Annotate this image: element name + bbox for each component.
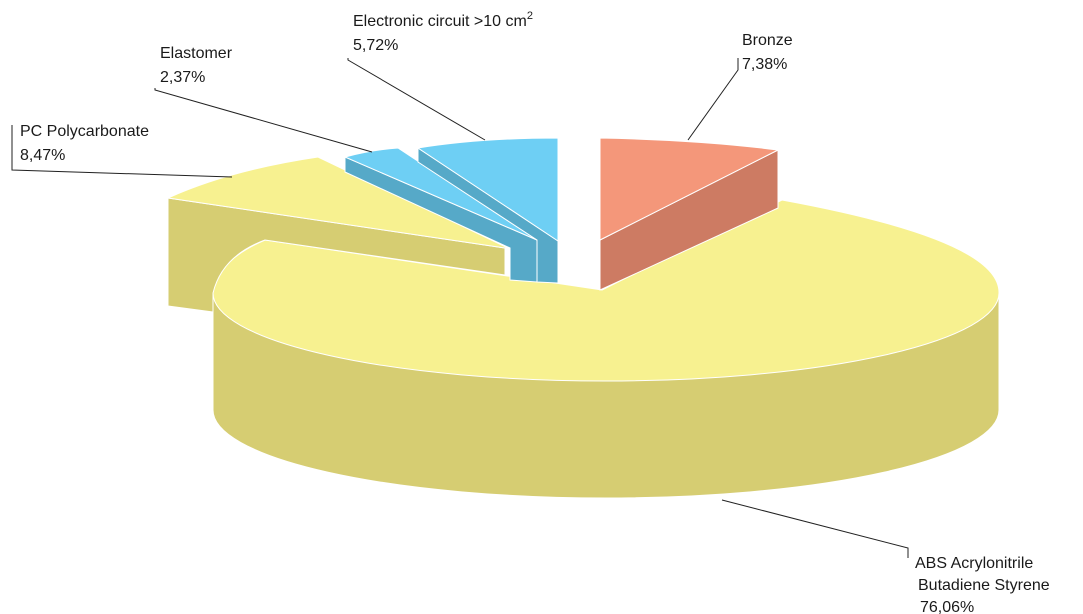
label-bronze: Bronze 7,38% (742, 32, 793, 73)
label-pc-name: PC Polycarbonate (20, 123, 149, 140)
label-elastomer-name: Elastomer (160, 45, 233, 62)
label-bronze-name: Bronze (742, 32, 793, 49)
label-elastomer-value: 2,37% (160, 69, 205, 86)
slice-bronze-top (599, 137, 780, 241)
slice-elastomer-top (343, 147, 538, 241)
slice-pc (166, 156, 509, 313)
slice-pc-front-side (167, 197, 506, 313)
label-electronic-sup: 2 (527, 10, 533, 22)
label-pc-polycarbonate: PC Polycarbonate 8,47% (20, 123, 149, 164)
leader-electronic (347, 58, 486, 141)
slice-elastomer (343, 147, 538, 283)
slice-bronze (599, 137, 780, 291)
label-electronic-name: Electronic circuit >10 cm (353, 13, 527, 30)
label-bronze-value: 7,38% (742, 56, 787, 73)
slice-abs (212, 199, 1000, 499)
slice-abs-top (212, 199, 1000, 382)
label-elastomer: Elastomer 2,37% (160, 45, 233, 86)
leader-bronze (687, 58, 739, 141)
leader-pc (11, 125, 233, 178)
label-pc-value: 8,47% (20, 147, 65, 164)
label-abs-value: 76,06% (920, 599, 974, 614)
label-electronic-circuit: Electronic circuit >10 cm2 5,72% (353, 10, 533, 54)
label-electronic-value: 5,72% (353, 37, 398, 54)
leader-elastomer (154, 88, 373, 153)
leader-abs (721, 499, 909, 558)
svg-text:Electronic circuit >10 cm2: Electronic circuit >10 cm2 (353, 10, 533, 30)
label-abs: ABS Acrylonitrile Butadiene Styrene 76,0… (915, 555, 1050, 614)
slice-electronic-top (416, 137, 559, 242)
label-abs-name-line1: ABS Acrylonitrile (915, 555, 1033, 572)
label-abs-name-line2: Butadiene Styrene (918, 577, 1050, 594)
slice-electronic-circuit (416, 137, 559, 284)
slice-pc-top (166, 156, 509, 249)
